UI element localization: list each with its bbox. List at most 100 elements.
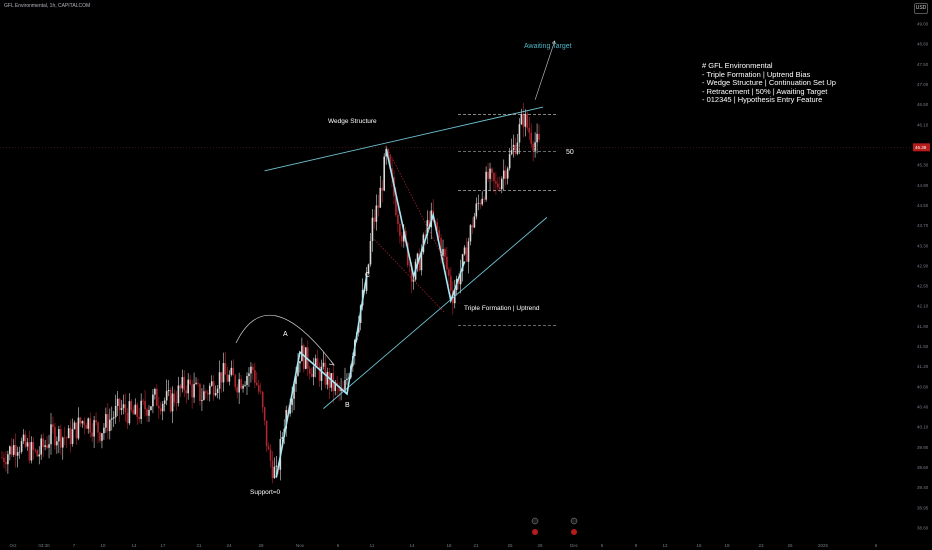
candle-body (128, 401, 131, 424)
candle (12, 439, 15, 458)
candle (20, 437, 23, 454)
fifty-percent-label: 50 (566, 149, 574, 156)
candle-body (534, 142, 536, 151)
candle-body (60, 429, 62, 448)
candle (265, 420, 268, 452)
candle-body (510, 150, 513, 155)
candle (22, 429, 25, 444)
candle-body (320, 366, 323, 381)
x-tick-label: Dec (570, 543, 579, 548)
candle-body (459, 271, 462, 285)
candle-body (387, 149, 389, 156)
currency-button[interactable]: USD (914, 3, 928, 14)
candle (101, 432, 103, 449)
candle (32, 437, 35, 460)
x-tick-label: 5 (601, 543, 604, 548)
candle-body (34, 450, 37, 451)
candle (161, 400, 164, 421)
candle-body (222, 363, 225, 383)
event-marker-dividend-flag (571, 529, 577, 535)
candle (467, 237, 470, 274)
x-tick-label: 7 (73, 543, 76, 548)
candle-body (212, 381, 215, 396)
candle-body (259, 391, 262, 393)
candle-body (163, 400, 166, 404)
candle-body (107, 414, 109, 432)
candle (75, 422, 78, 445)
candle-body (524, 113, 527, 127)
candle-body (528, 127, 531, 133)
candle (495, 172, 497, 195)
candle-body (346, 378, 348, 381)
candle-body (457, 278, 460, 285)
symbol-title: GFL Environmental, 1h, CAPITALCOM (4, 3, 91, 9)
candle (177, 376, 180, 407)
candle-body (50, 424, 52, 445)
candle (142, 398, 144, 406)
candle-body (381, 187, 384, 191)
x-tick-label: 23 (758, 543, 764, 548)
candle-body (46, 445, 48, 448)
candle-body (124, 404, 127, 413)
candle (226, 366, 229, 383)
candle (273, 457, 276, 480)
candle-body (120, 408, 123, 411)
candle-body (140, 400, 142, 420)
candle-body (406, 242, 409, 266)
y-tick-label: 41.50 (917, 344, 929, 349)
y-tick-label: 40.40 (917, 405, 929, 410)
info-line: - Triple Formation | Uptrend Bias (702, 69, 811, 79)
candle-body (185, 390, 188, 394)
candle-body (87, 418, 90, 429)
candle (208, 383, 211, 402)
candle-body (424, 234, 427, 236)
candle-body (297, 363, 299, 376)
curved-arrow-arc (235, 315, 335, 366)
candle-body (205, 391, 207, 393)
candle-body (218, 372, 221, 389)
candle (475, 197, 478, 220)
candle-body (318, 366, 321, 381)
candle-body (338, 385, 340, 392)
support-label: Support=0 (250, 489, 281, 496)
candle-body (228, 374, 231, 382)
candle-body (130, 401, 133, 410)
candle (385, 145, 387, 165)
candle-body (169, 389, 172, 412)
candle (163, 397, 166, 412)
candle-body (138, 416, 140, 420)
y-tick-label: 45.30 (917, 163, 929, 168)
candle (83, 417, 86, 435)
candle (138, 407, 140, 423)
candle-body (367, 264, 370, 274)
candle (510, 138, 513, 156)
candle (91, 423, 93, 443)
candle-body (389, 155, 391, 169)
candle (477, 194, 480, 211)
y-tick-label: 44.50 (917, 203, 929, 208)
candle (54, 423, 56, 450)
event-marker-earnings (531, 517, 539, 525)
candle-body (71, 429, 74, 444)
candle (491, 167, 493, 182)
candle (371, 208, 374, 252)
y-tick-label: 38.95 (917, 505, 929, 510)
candle (450, 267, 452, 298)
candle (367, 263, 370, 276)
candle (485, 166, 487, 202)
candle (38, 446, 41, 465)
candle-body (401, 235, 403, 242)
candle (330, 373, 333, 392)
x-tick-label: 9 (635, 543, 638, 548)
time-axis: Oct 03:30 7 10 14 17 21 24 28 Nov 6 11 14 18 21 25 28 Dec… (9, 543, 877, 548)
candle-body (175, 402, 178, 404)
candle (134, 398, 137, 415)
candle-body (105, 414, 107, 428)
candle-body (491, 168, 493, 173)
y-tick-label: 39.60 (917, 465, 929, 470)
candle (165, 379, 168, 406)
y-tick-label: 46.10 (917, 122, 929, 127)
y-tick-label: 46.50 (917, 102, 929, 107)
candle-body (181, 377, 184, 389)
